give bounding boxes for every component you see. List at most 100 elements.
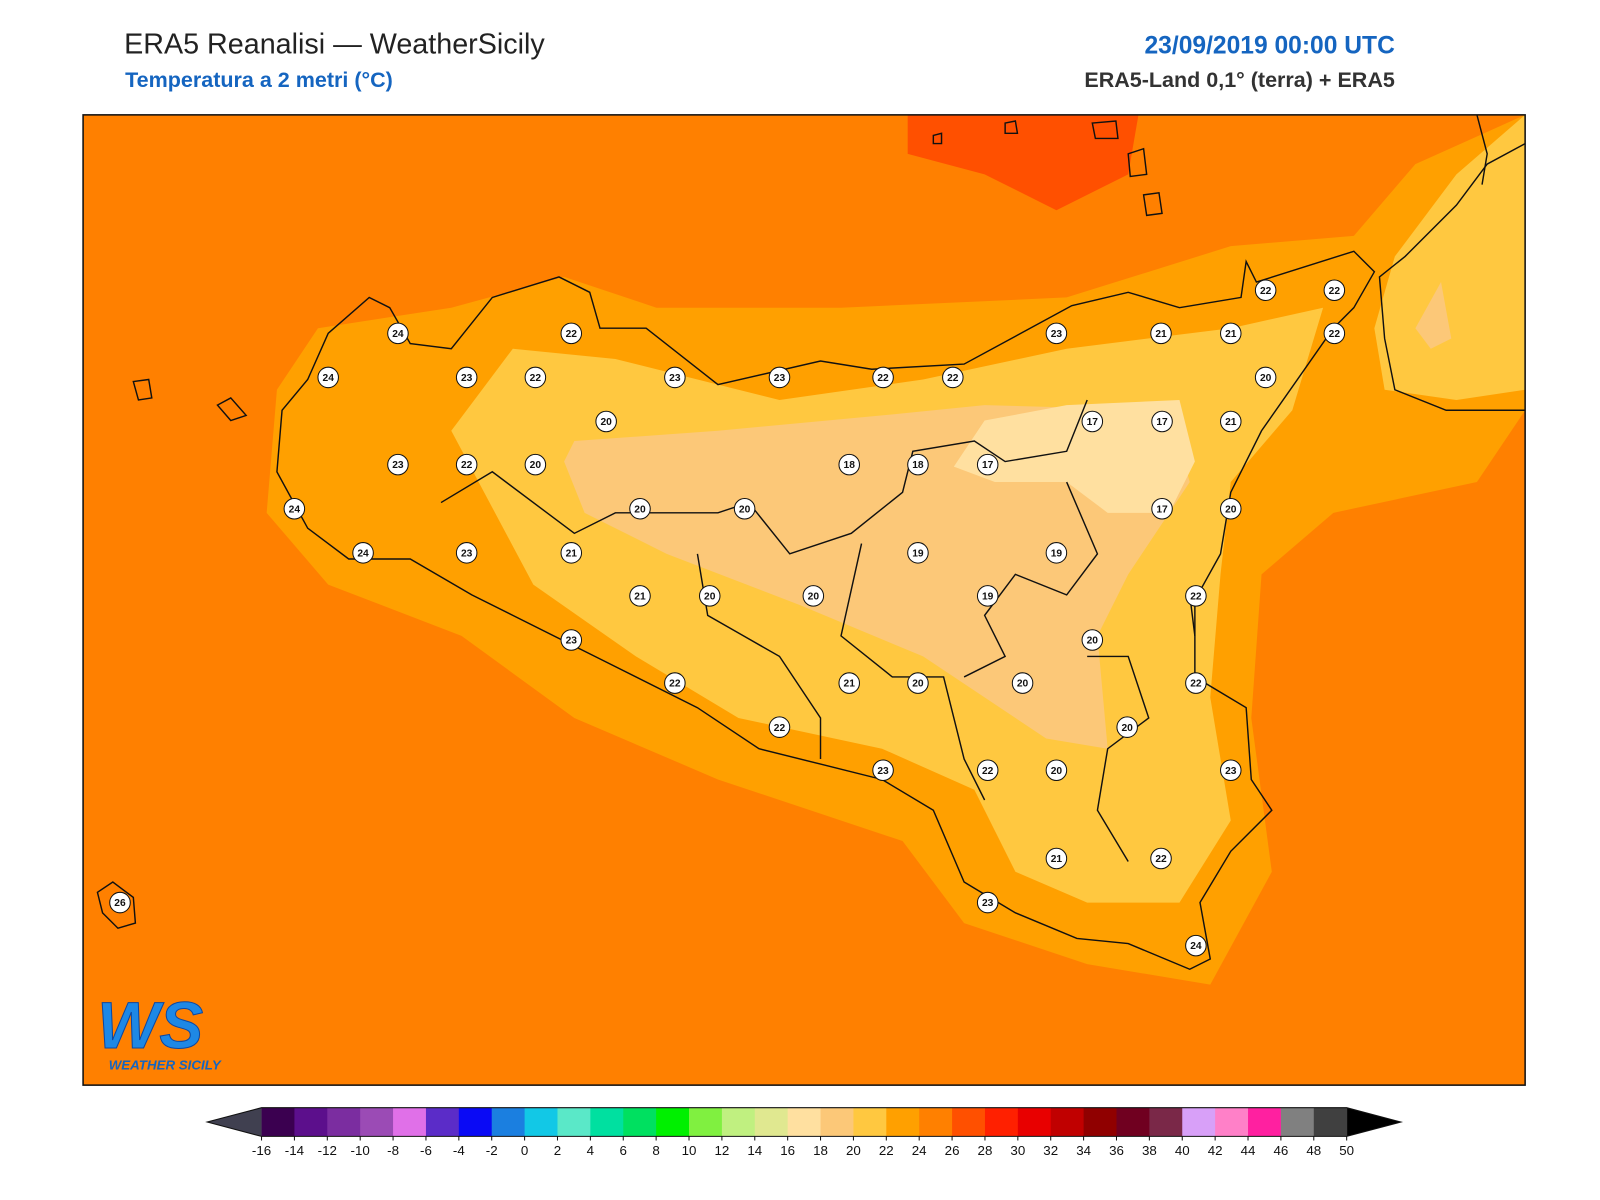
station-value: 18 — [912, 460, 924, 471]
station-marker — [317, 366, 339, 389]
colorbar-segment — [393, 1107, 427, 1137]
colorbar-tick-label: 26 — [945, 1143, 960, 1158]
station-marker — [560, 322, 583, 345]
station-marker — [352, 542, 374, 564]
station-marker — [629, 497, 651, 520]
station-marker — [1151, 497, 1173, 520]
station-value: 21 — [1051, 854, 1063, 865]
station-value: 23 — [669, 373, 681, 384]
colorbar-segment — [261, 1107, 295, 1137]
colorbar-segment — [327, 1107, 361, 1137]
station-marker — [1323, 322, 1346, 345]
station-marker — [698, 585, 721, 607]
colorbar-tick-label: 14 — [747, 1143, 762, 1158]
station-marker — [1220, 759, 1242, 782]
pantelleria — [96, 881, 137, 930]
station-marker — [524, 366, 547, 389]
colorbar-segment — [557, 1107, 591, 1137]
station-value: 22 — [982, 766, 994, 777]
station-marker — [838, 672, 860, 694]
station-value: 21 — [634, 591, 646, 602]
colorbar-tick-label: 40 — [1175, 1143, 1190, 1158]
station-value: 20 — [912, 679, 924, 690]
colorbar-segment — [458, 1107, 493, 1137]
colorbar-outline — [205, 1107, 1404, 1137]
station-marker — [872, 366, 894, 389]
map-area: 24 22 23 21 21 22 22 22 24 23 22 23 23 22 22 20 20 17 17 21… — [83, 114, 1526, 1086]
colorbar-segment — [787, 1107, 822, 1137]
station-marker — [1045, 542, 1068, 564]
colorbar-tick-label: 36 — [1109, 1143, 1124, 1158]
colorbar-segment — [1280, 1107, 1315, 1137]
colorbar-segment — [952, 1107, 986, 1137]
colorbar-tick-label: 8 — [652, 1143, 659, 1158]
station-value: 23 — [982, 898, 994, 909]
colorbar-segment — [886, 1107, 920, 1137]
station-value: 23 — [774, 373, 786, 384]
logo-text: WEATHER SICILY — [109, 1058, 222, 1073]
station-marker — [387, 322, 409, 345]
station-marker — [1323, 279, 1346, 302]
source: ERA5-Land 0,1° (terra) + ERA5 — [1084, 68, 1395, 92]
station-value: 24 — [289, 504, 301, 515]
station-value: 23 — [461, 373, 473, 384]
colorbar-segment — [1149, 1107, 1183, 1137]
station-marker — [1220, 322, 1242, 345]
station-value: 22 — [774, 723, 786, 734]
colorbar-tick-label: 38 — [1142, 1143, 1157, 1158]
station-marker — [1045, 847, 1068, 870]
station-value: 22 — [1260, 286, 1272, 297]
colorbar-tick-label: -4 — [453, 1143, 465, 1158]
station-marker — [1185, 672, 1207, 694]
station-marker — [1011, 672, 1034, 694]
station-marker — [1220, 497, 1242, 520]
station-marker — [1185, 934, 1207, 957]
station-value: 20 — [1121, 723, 1133, 734]
colorbar-tick-label: 34 — [1076, 1143, 1091, 1158]
islands — [132, 120, 1163, 422]
colorbar-segment — [820, 1107, 854, 1137]
station-value: 24 — [392, 329, 404, 340]
station-value: 21 — [1225, 417, 1237, 428]
station-value: 20 — [808, 591, 820, 602]
station-marker — [733, 497, 756, 520]
colorbar-tick-label: 30 — [1010, 1143, 1025, 1158]
datetime: 23/09/2019 00:00 UTC — [1144, 32, 1395, 59]
colorbar-tick-label: 22 — [879, 1143, 894, 1158]
station-value: 17 — [1087, 417, 1099, 428]
colorbar-segment — [590, 1107, 624, 1137]
station-value: 23 — [461, 548, 473, 559]
station-marker — [664, 672, 686, 694]
colorbar-segment — [721, 1107, 756, 1137]
station-value: 17 — [1156, 504, 1168, 515]
colorbar-tick-label: -14 — [285, 1143, 305, 1158]
station-value: 18 — [844, 460, 856, 471]
colorbar-tick-label: -12 — [318, 1143, 337, 1158]
colorbar-segment — [425, 1107, 460, 1137]
colorbar-segment — [1116, 1107, 1150, 1137]
station-marker — [976, 891, 999, 914]
station-value: 22 — [1190, 591, 1202, 602]
colorbar-segment — [491, 1107, 526, 1137]
station-value: 22 — [1155, 854, 1167, 865]
station-value: 20 — [1260, 373, 1272, 384]
colorbar-segment — [754, 1107, 789, 1137]
station-value: 24 — [323, 373, 335, 384]
station-value: 21 — [566, 548, 578, 559]
calabria-22 — [1374, 114, 1526, 400]
station-marker — [976, 453, 999, 476]
station-marker — [1116, 716, 1138, 738]
colorbar-tick-label: 28 — [978, 1143, 993, 1158]
calabria-coast — [1378, 142, 1526, 411]
colorbar-segment — [1182, 1107, 1216, 1137]
colorbar-tick-label: 2 — [554, 1143, 561, 1158]
station-marker — [283, 497, 306, 520]
station-value: 23 — [1225, 766, 1237, 777]
colorbar-segment — [1083, 1107, 1118, 1137]
colorbar-tick-label: 0 — [521, 1143, 528, 1158]
station-value: 22 — [1329, 286, 1341, 297]
station-marker — [942, 366, 964, 389]
colorbar-segment — [1313, 1107, 1348, 1137]
station-marker — [1045, 759, 1068, 782]
